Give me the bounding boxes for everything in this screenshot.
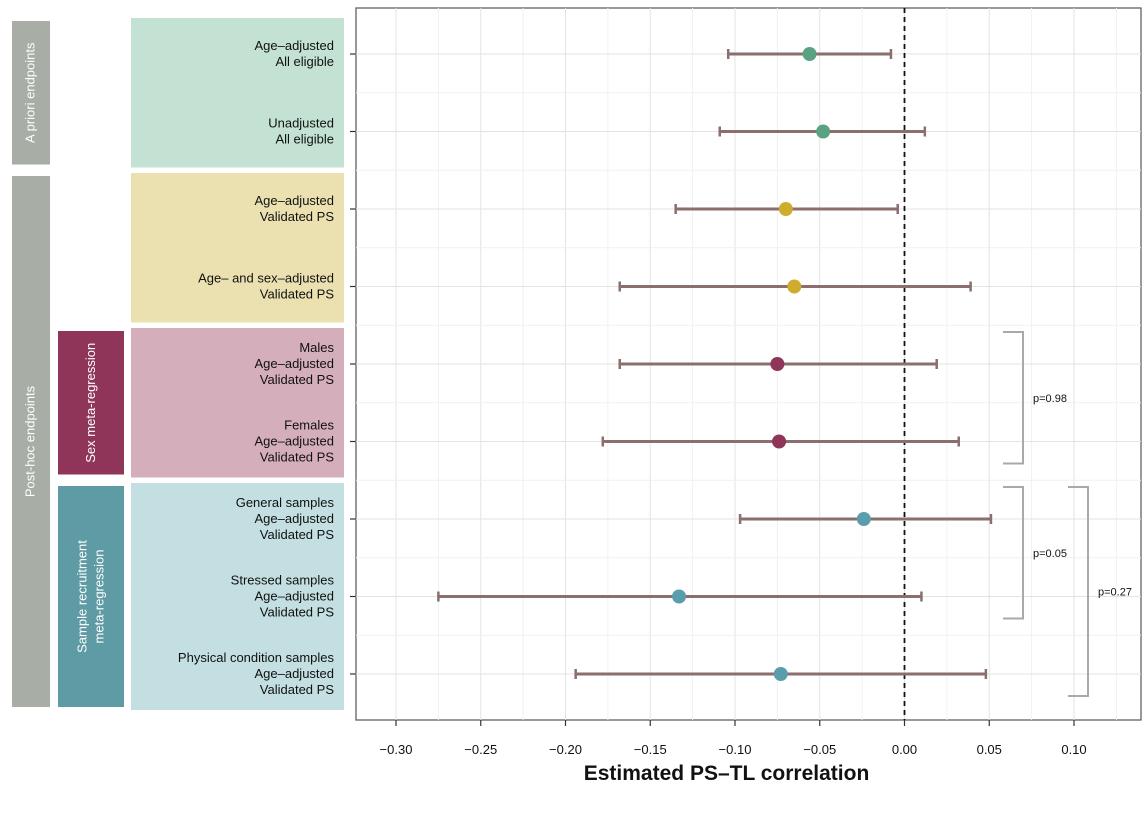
row-label: General samples Age–adjusted Validated PS bbox=[236, 495, 335, 542]
comparison-p-0-27: p=0.27 bbox=[1068, 486, 1132, 697]
x-axis: −0.30 −0.25 −0.20 −0.15 −0.10 −0.05 0.00 0.05 0.… bbox=[380, 720, 1087, 757]
group-label: Post-hoc endpoints bbox=[22, 385, 37, 497]
x-tick-label: 0.00 bbox=[892, 742, 917, 757]
row-label: Age–adjusted Validated PS bbox=[254, 193, 334, 224]
x-tick-label: 0.05 bbox=[977, 742, 1002, 757]
group-label: A priori endpoints bbox=[22, 42, 37, 143]
comparison-bracket bbox=[1003, 486, 1024, 620]
estimate-9 bbox=[574, 667, 988, 681]
x-tick-label: −0.20 bbox=[549, 742, 582, 757]
comparison-p-value: p=0.05 bbox=[1033, 548, 1067, 560]
x-axis-label: Estimated PS–TL correlation bbox=[584, 762, 870, 785]
point-estimate bbox=[672, 589, 687, 604]
estimate-8 bbox=[437, 589, 923, 604]
row-label: Age–adjusted All eligible bbox=[254, 38, 334, 69]
row-label: Males Age–adjusted Validated PS bbox=[254, 340, 334, 387]
x-tick-label: −0.15 bbox=[634, 742, 667, 757]
estimate-4 bbox=[618, 279, 972, 294]
row-label-panel bbox=[131, 18, 344, 168]
x-tick-label: 0.10 bbox=[1061, 742, 1086, 757]
estimate-2 bbox=[718, 124, 927, 139]
group-strip-post-hoc-endpoints bbox=[12, 176, 50, 707]
comparison-bracket bbox=[1068, 486, 1089, 697]
row-label: Females Age–adjusted Validated PS bbox=[254, 418, 334, 465]
comparison-p-value: p=0.27 bbox=[1098, 587, 1132, 599]
estimate-6 bbox=[601, 434, 960, 449]
estimate-3 bbox=[674, 202, 899, 216]
point-estimate bbox=[778, 202, 793, 216]
x-tick-label: −0.30 bbox=[380, 742, 413, 757]
row-label-panel bbox=[131, 173, 344, 323]
point-estimate bbox=[787, 279, 802, 294]
point-estimate bbox=[773, 667, 788, 681]
subgroup-strip-sex-meta-regression bbox=[58, 331, 124, 475]
point-estimate bbox=[816, 124, 831, 139]
row-label: Stressed samples Age–adjusted Validated PS bbox=[231, 573, 335, 620]
point-estimate bbox=[802, 47, 817, 61]
subgroup-label: Sex meta-regression bbox=[83, 343, 98, 463]
x-tick-label: −0.25 bbox=[464, 742, 497, 757]
point-estimate bbox=[772, 434, 787, 449]
row-label: Age– and sex–adjusted Validated PS bbox=[198, 271, 334, 302]
estimates bbox=[437, 47, 993, 681]
row-label: Physical condition samples Age–adjusted Va… bbox=[178, 650, 335, 697]
comparison-p-0-05: p=0.05 bbox=[1003, 486, 1067, 620]
row-label-panels: A priori endpoints Post-hoc endpoints Sex … bbox=[12, 18, 356, 710]
subgroup-label: Sample recruitment meta-regression bbox=[75, 540, 107, 653]
estimate-5 bbox=[618, 357, 938, 371]
point-estimate bbox=[856, 512, 871, 526]
estimate-7 bbox=[738, 512, 993, 526]
comparison-brackets: p=0.98 p=0.05 p=0.27 bbox=[1003, 331, 1132, 697]
point-estimate bbox=[770, 357, 785, 371]
row-label-panel bbox=[131, 328, 344, 478]
x-tick-label: −0.10 bbox=[719, 742, 752, 757]
group-strip-a-priori-endpoints bbox=[12, 21, 50, 165]
x-tick-label: −0.05 bbox=[803, 742, 836, 757]
row-label: Unadjusted All eligible bbox=[268, 116, 334, 147]
comparison-p-0-98: p=0.98 bbox=[1003, 331, 1067, 465]
estimate-1 bbox=[726, 47, 893, 61]
subgroup-strip-sample-recruitment-meta-regression bbox=[58, 486, 124, 707]
row-label-panel bbox=[131, 483, 344, 710]
comparison-p-value: p=0.98 bbox=[1033, 393, 1067, 405]
comparison-bracket bbox=[1003, 331, 1024, 465]
